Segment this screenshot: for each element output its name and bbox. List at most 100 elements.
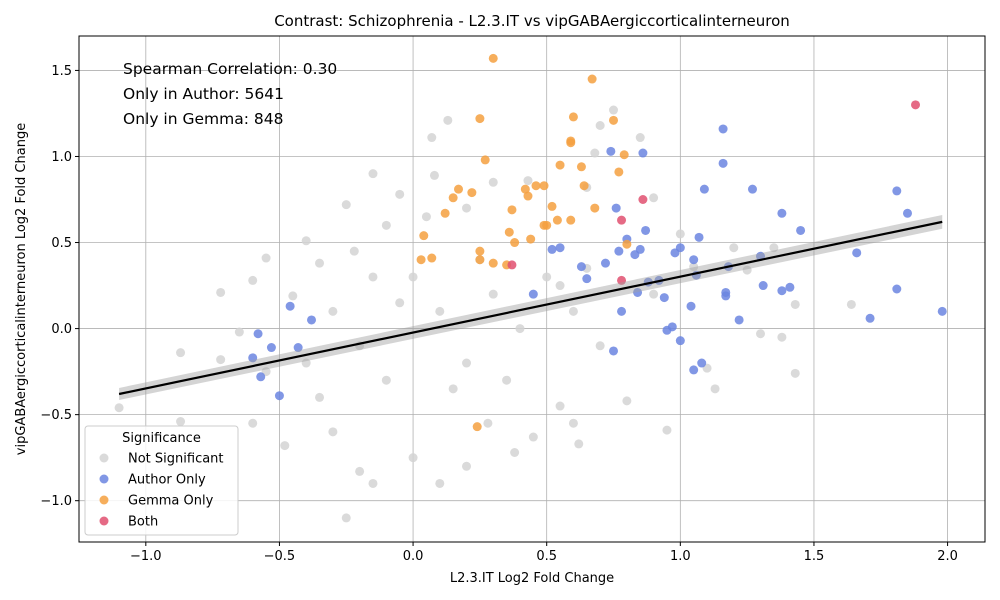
point-gemma-only [475,114,485,124]
point-gemma-only [523,191,533,201]
point-author-only [547,244,557,254]
point-gemma-only [619,150,629,160]
point-author-only [758,281,768,291]
point-not-significant [176,348,186,358]
point-author-only [307,315,317,325]
legend-label-author-only: Author Only [128,473,206,488]
point-not-significant [635,133,645,143]
point-not-significant [421,212,431,222]
point-not-significant [234,327,244,337]
y-axis-ticks: −1.0 −0.5 0.0 0.5 1.0 1.5 [40,64,79,509]
point-not-significant [568,418,578,428]
regression-line-group [118,214,943,401]
point-not-significant [443,115,453,125]
point-gemma-only [576,162,586,172]
legend-marker-not-significant [99,453,109,463]
point-both [617,215,627,225]
point-not-significant [595,120,605,130]
point-author-only [555,243,565,253]
annotation-text: Only in Author: 5641 [123,85,284,103]
point-author-only [576,262,586,272]
point-gemma-only [440,208,450,218]
annotations: Spearman Correlation: 0.30 Only in Author… [123,60,337,128]
regression-line [118,220,943,396]
x-tick-label: −0.5 [264,549,296,564]
point-not-significant [649,193,659,203]
point-gemma-only [520,184,530,194]
point-gemma-only [552,215,562,225]
point-author-only [582,274,592,284]
point-not-significant [216,355,226,365]
point-not-significant [790,299,800,309]
legend-title: Significance [122,431,201,446]
point-not-significant [176,417,186,427]
point-not-significant [555,401,565,411]
point-author-only [675,243,685,253]
point-author-only [777,286,787,296]
annotation-text: Spearman Correlation: 0.30 [123,60,337,78]
y-tick-label: 1.0 [51,150,72,165]
point-author-only [785,282,795,292]
point-gemma-only [488,258,498,268]
point-gemma-only [539,181,549,191]
point-not-significant [435,478,445,488]
point-not-significant [662,425,672,435]
point-not-significant [502,375,512,385]
point-not-significant [315,258,325,268]
point-not-significant [301,358,311,368]
point-not-significant [341,513,351,523]
point-not-significant [483,418,493,428]
point-author-only [611,203,621,213]
point-not-significant [429,170,439,180]
point-not-significant [756,329,766,339]
x-tick-label: 2.0 [937,549,958,564]
legend: Significance Not Significant Author Only Ge… [84,425,239,536]
point-not-significant [555,281,565,291]
point-author-only [274,391,284,401]
point-not-significant [248,275,258,285]
legend-box [84,425,239,536]
point-not-significant [595,341,605,351]
point-gemma-only [566,215,576,225]
legend-marker-gemma-only [99,495,109,505]
point-gemma-only [622,239,632,249]
point-author-only [606,146,616,156]
point-gemma-only [416,255,426,265]
point-author-only [718,158,728,168]
point-not-significant [408,453,418,463]
point-gemma-only [566,138,576,148]
point-not-significant [609,105,619,115]
point-not-significant [689,262,699,272]
point-author-only [659,293,669,303]
point-not-significant [710,384,720,394]
point-author-only [747,184,757,194]
point-author-only [686,301,696,311]
point-author-only [528,289,538,299]
point-author-only [248,353,258,363]
point-not-significant [368,272,378,282]
point-not-significant [248,418,258,428]
point-not-significant [523,176,533,186]
y-tick-label: −1.0 [40,494,72,509]
y-axis-label: vipGABAergiccorticalinterneuron Log2 Fol… [14,123,29,455]
point-not-significant [315,392,325,402]
point-author-only [852,248,862,258]
point-not-significant [488,177,498,187]
y-tick-label: 0.5 [51,236,72,251]
point-not-significant [675,229,685,239]
point-not-significant [381,220,391,230]
point-author-only [675,336,685,346]
point-author-only [609,346,619,356]
x-axis-ticks: −1.0 −0.5 0.0 0.5 1.0 1.5 2.0 [130,542,958,564]
point-not-significant [846,299,856,309]
point-gemma-only [504,227,514,237]
point-not-significant [777,332,787,342]
point-not-significant [368,169,378,179]
point-not-significant [395,298,405,308]
point-not-significant [462,461,472,471]
point-both [507,260,517,270]
legend-label-both: Both [128,515,158,530]
point-not-significant [408,272,418,282]
point-author-only [699,184,709,194]
